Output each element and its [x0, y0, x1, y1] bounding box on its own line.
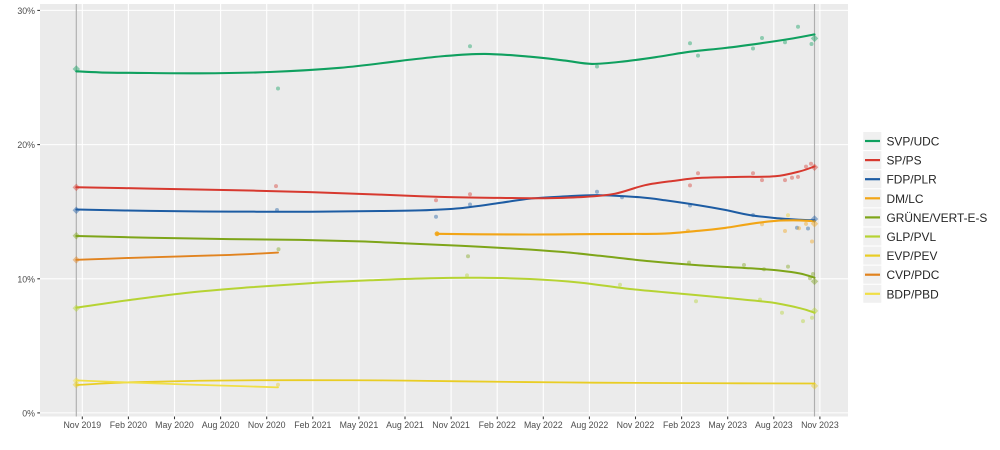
svg-text:GRÜNE/VERT-E-S: GRÜNE/VERT-E-S	[887, 211, 988, 225]
svg-text:FDP/PLR: FDP/PLR	[887, 173, 938, 187]
svg-text:Nov 2023: Nov 2023	[801, 420, 839, 430]
svg-text:CVP/PDC: CVP/PDC	[887, 268, 940, 282]
svg-text:May 2022: May 2022	[524, 420, 563, 430]
svg-text:20%: 20%	[17, 140, 35, 150]
svg-text:Feb 2020: Feb 2020	[110, 420, 147, 430]
svg-text:GLP/PVL: GLP/PVL	[887, 230, 937, 244]
svg-text:Nov 2022: Nov 2022	[617, 420, 655, 430]
svg-text:Feb 2023: Feb 2023	[663, 420, 700, 430]
svg-text:SVP/UDC: SVP/UDC	[887, 135, 940, 149]
svg-text:SP/PS: SP/PS	[887, 154, 922, 168]
svg-text:Aug 2020: Aug 2020	[202, 420, 240, 430]
svg-text:BDP/PBD: BDP/PBD	[887, 287, 940, 301]
svg-text:May 2020: May 2020	[155, 420, 194, 430]
svg-text:DM/LC: DM/LC	[887, 192, 924, 206]
svg-text:Feb 2022: Feb 2022	[479, 420, 516, 430]
svg-text:Aug 2021: Aug 2021	[386, 420, 424, 430]
svg-text:EVP/PEV: EVP/PEV	[887, 249, 938, 263]
svg-text:Nov 2021: Nov 2021	[432, 420, 470, 430]
svg-text:10%: 10%	[17, 274, 35, 284]
svg-text:Nov 2019: Nov 2019	[63, 420, 101, 430]
svg-text:Feb 2021: Feb 2021	[294, 420, 331, 430]
svg-text:Aug 2023: Aug 2023	[755, 420, 793, 430]
svg-text:May 2021: May 2021	[340, 420, 379, 430]
svg-text:30%: 30%	[17, 6, 35, 16]
svg-text:May 2023: May 2023	[708, 420, 747, 430]
svg-text:Aug 2022: Aug 2022	[571, 420, 609, 430]
svg-text:0%: 0%	[22, 408, 35, 418]
svg-text:Nov 2020: Nov 2020	[248, 420, 286, 430]
